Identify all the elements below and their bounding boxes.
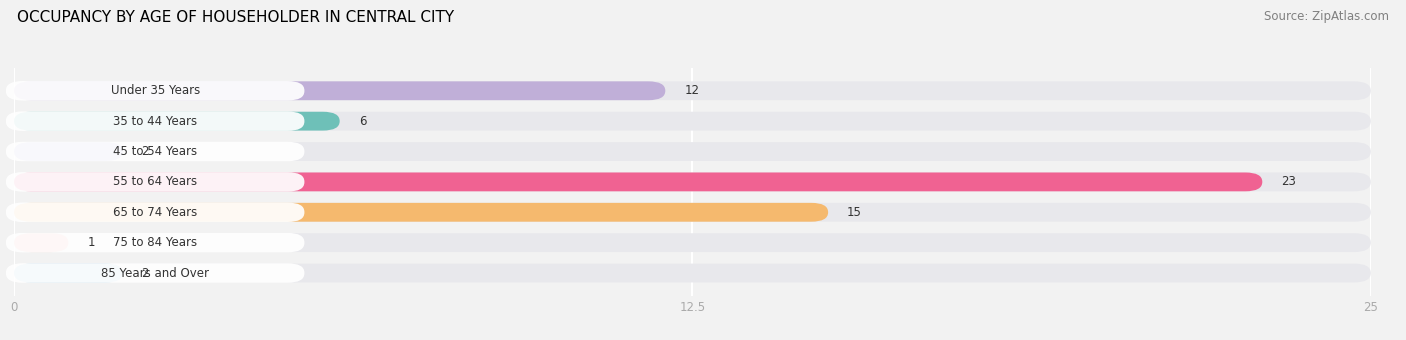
Text: 85 Years and Over: 85 Years and Over <box>101 267 209 279</box>
FancyBboxPatch shape <box>14 233 1371 252</box>
FancyBboxPatch shape <box>14 203 828 222</box>
FancyBboxPatch shape <box>14 264 1371 283</box>
Text: 12: 12 <box>685 84 699 97</box>
Text: 55 to 64 Years: 55 to 64 Years <box>112 175 197 188</box>
Text: Under 35 Years: Under 35 Years <box>111 84 200 97</box>
FancyBboxPatch shape <box>14 112 1371 131</box>
Text: 6: 6 <box>359 115 366 128</box>
Text: 1: 1 <box>87 236 94 249</box>
FancyBboxPatch shape <box>6 81 305 101</box>
FancyBboxPatch shape <box>6 172 305 192</box>
FancyBboxPatch shape <box>14 81 665 100</box>
Text: 65 to 74 Years: 65 to 74 Years <box>112 206 197 219</box>
FancyBboxPatch shape <box>14 233 69 252</box>
FancyBboxPatch shape <box>14 142 122 161</box>
FancyBboxPatch shape <box>6 233 305 252</box>
FancyBboxPatch shape <box>6 142 305 161</box>
FancyBboxPatch shape <box>14 112 340 131</box>
Text: 45 to 54 Years: 45 to 54 Years <box>112 145 197 158</box>
Text: 35 to 44 Years: 35 to 44 Years <box>112 115 197 128</box>
Text: 2: 2 <box>142 145 149 158</box>
FancyBboxPatch shape <box>14 172 1263 191</box>
FancyBboxPatch shape <box>6 203 305 222</box>
Text: Source: ZipAtlas.com: Source: ZipAtlas.com <box>1264 10 1389 23</box>
FancyBboxPatch shape <box>14 81 1371 100</box>
FancyBboxPatch shape <box>14 264 122 283</box>
Text: 75 to 84 Years: 75 to 84 Years <box>112 236 197 249</box>
Text: 15: 15 <box>848 206 862 219</box>
Text: 2: 2 <box>142 267 149 279</box>
FancyBboxPatch shape <box>14 203 1371 222</box>
FancyBboxPatch shape <box>14 142 1371 161</box>
Text: 23: 23 <box>1281 175 1296 188</box>
FancyBboxPatch shape <box>6 263 305 283</box>
FancyBboxPatch shape <box>14 172 1371 191</box>
FancyBboxPatch shape <box>6 112 305 131</box>
Text: OCCUPANCY BY AGE OF HOUSEHOLDER IN CENTRAL CITY: OCCUPANCY BY AGE OF HOUSEHOLDER IN CENTR… <box>17 10 454 25</box>
